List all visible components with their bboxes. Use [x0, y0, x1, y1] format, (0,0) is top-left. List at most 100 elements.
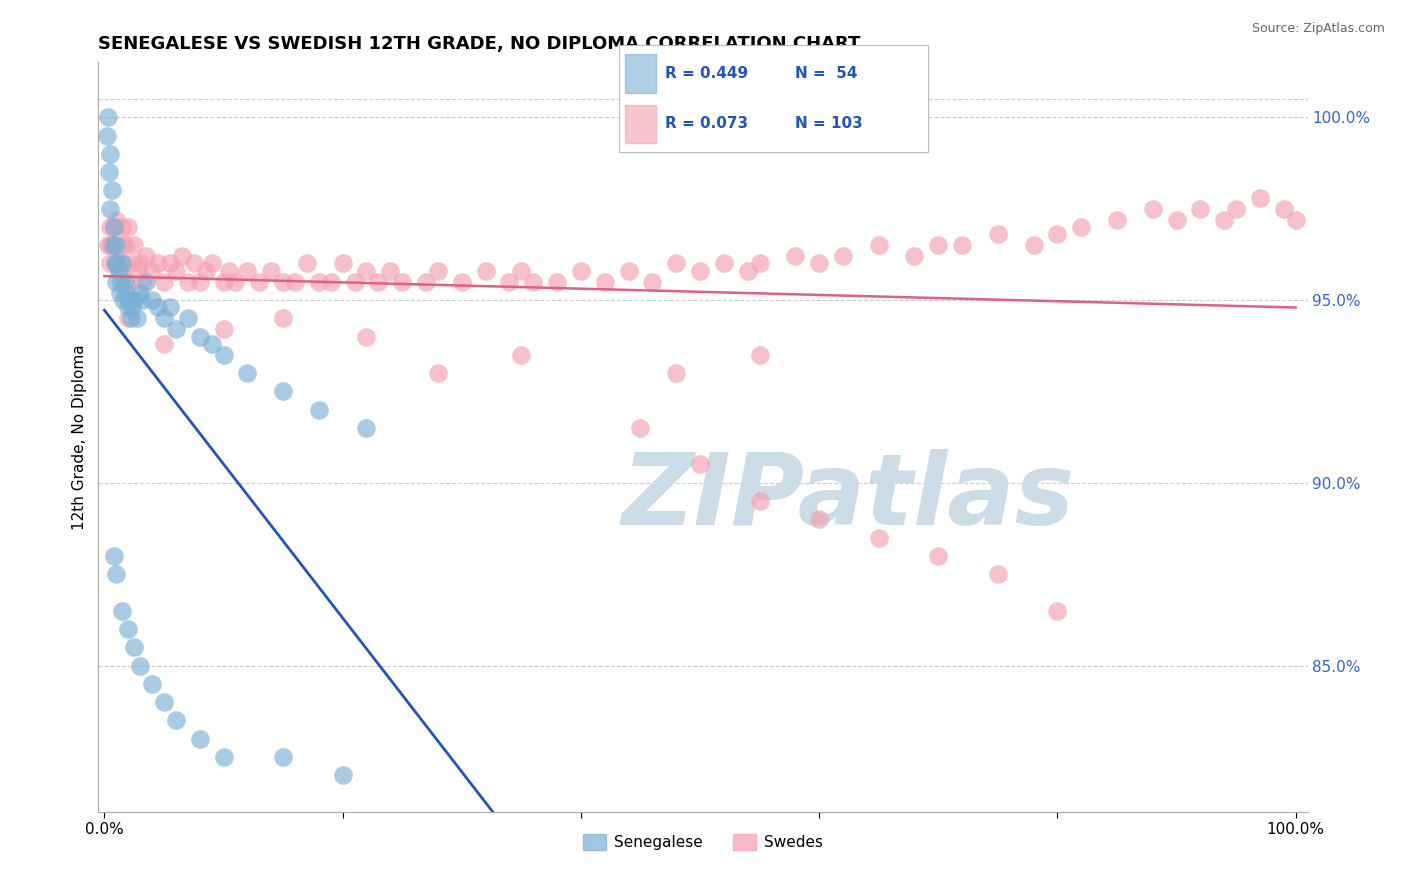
Swedes — [641, 275, 664, 289]
Swedes — [212, 275, 235, 289]
Senegalese — [356, 421, 378, 435]
Senegalese — [159, 301, 181, 315]
Senegalese — [271, 750, 294, 764]
Swedes — [868, 238, 890, 252]
Swedes — [177, 275, 200, 289]
Swedes — [356, 264, 378, 278]
Bar — [624, 104, 655, 143]
Swedes — [98, 256, 121, 270]
Swedes — [689, 264, 711, 278]
Senegalese — [108, 285, 131, 300]
Swedes — [1272, 202, 1295, 216]
Swedes — [319, 275, 342, 289]
Swedes — [630, 421, 652, 435]
Swedes — [1213, 212, 1236, 227]
Swedes — [295, 256, 318, 270]
Swedes — [343, 275, 366, 289]
Swedes — [665, 366, 688, 380]
Senegalese — [122, 640, 145, 655]
Swedes — [1285, 212, 1308, 227]
Y-axis label: 12th Grade, No Diploma: 12th Grade, No Diploma — [72, 344, 87, 530]
Text: R = 0.449: R = 0.449 — [665, 66, 748, 81]
Swedes — [200, 256, 222, 270]
Senegalese — [107, 256, 129, 270]
Swedes — [367, 275, 389, 289]
Senegalese — [129, 658, 152, 673]
Swedes — [808, 512, 831, 526]
Text: R = 0.073: R = 0.073 — [665, 116, 748, 131]
Swedes — [426, 264, 449, 278]
Text: ZIPatlas: ZIPatlas — [621, 449, 1074, 546]
Swedes — [356, 329, 378, 343]
Senegalese — [131, 293, 153, 307]
Senegalese — [96, 128, 118, 143]
Swedes — [271, 275, 294, 289]
Swedes — [260, 264, 283, 278]
Swedes — [510, 264, 533, 278]
Swedes — [927, 238, 949, 252]
Swedes — [1046, 227, 1069, 242]
Swedes — [868, 531, 890, 545]
Swedes — [236, 264, 259, 278]
Text: Source: ZipAtlas.com: Source: ZipAtlas.com — [1251, 22, 1385, 36]
Swedes — [117, 219, 139, 234]
Swedes — [808, 256, 831, 270]
Swedes — [510, 348, 533, 362]
Swedes — [103, 219, 125, 234]
Swedes — [450, 275, 472, 289]
Swedes — [194, 264, 217, 278]
Swedes — [308, 275, 330, 289]
Swedes — [97, 238, 120, 252]
Senegalese — [111, 604, 134, 618]
Swedes — [546, 275, 568, 289]
Swedes — [103, 238, 125, 252]
Swedes — [98, 238, 121, 252]
Swedes — [593, 275, 616, 289]
Senegalese — [121, 301, 143, 315]
Swedes — [498, 275, 520, 289]
Senegalese — [146, 301, 169, 315]
Swedes — [1166, 212, 1188, 227]
Swedes — [224, 275, 246, 289]
Swedes — [832, 249, 855, 263]
Senegalese — [103, 219, 125, 234]
Senegalese — [98, 146, 121, 161]
Swedes — [380, 264, 402, 278]
Swedes — [107, 264, 129, 278]
Swedes — [332, 256, 354, 270]
Swedes — [114, 238, 136, 252]
Swedes — [159, 256, 181, 270]
Legend: Senegalese, Swedes: Senegalese, Swedes — [578, 829, 828, 856]
Swedes — [415, 275, 437, 289]
Senegalese — [101, 238, 124, 252]
Senegalese — [98, 165, 121, 179]
Senegalese — [120, 311, 142, 326]
Senegalese — [104, 256, 127, 270]
Senegalese — [129, 285, 152, 300]
Swedes — [748, 256, 770, 270]
Swedes — [391, 275, 413, 289]
Senegalese — [117, 622, 139, 636]
Senegalese — [212, 750, 235, 764]
Senegalese — [122, 293, 145, 307]
Swedes — [271, 311, 294, 326]
Swedes — [153, 337, 176, 351]
Senegalese — [114, 275, 136, 289]
Senegalese — [112, 293, 135, 307]
Swedes — [987, 567, 1010, 582]
Swedes — [111, 256, 134, 270]
Swedes — [426, 366, 449, 380]
Senegalese — [100, 183, 122, 197]
Swedes — [141, 264, 163, 278]
Swedes — [105, 256, 128, 270]
Swedes — [748, 348, 770, 362]
Senegalese — [141, 293, 163, 307]
Swedes — [950, 238, 973, 252]
Senegalese — [141, 677, 163, 691]
Swedes — [474, 264, 496, 278]
Swedes — [522, 275, 544, 289]
Swedes — [1249, 191, 1271, 205]
Senegalese — [165, 322, 187, 336]
Swedes — [98, 219, 121, 234]
Swedes — [1142, 202, 1164, 216]
